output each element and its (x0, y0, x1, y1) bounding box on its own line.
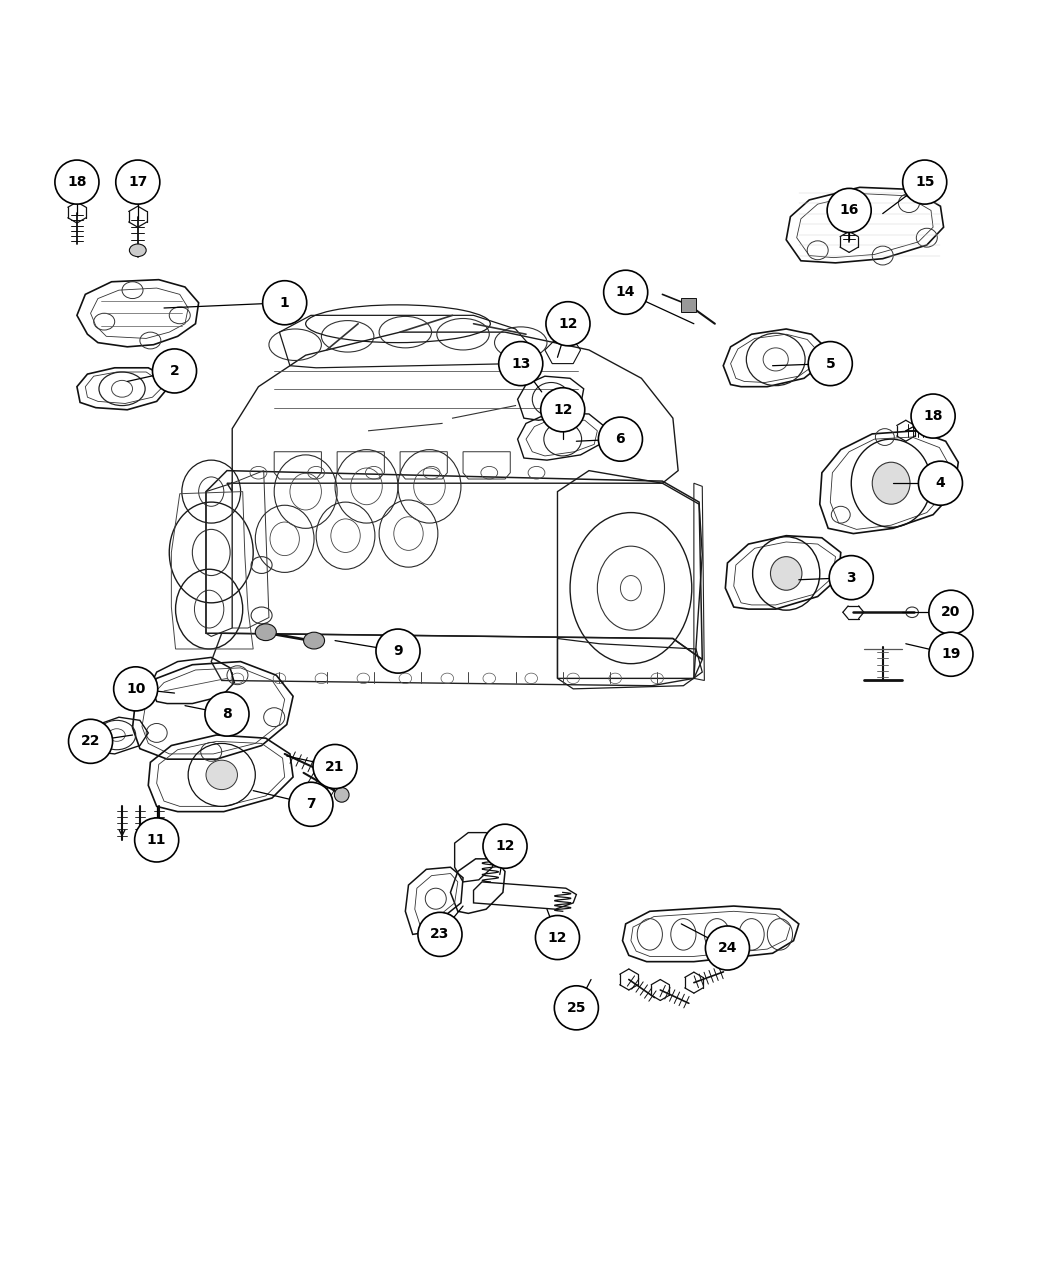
Text: 3: 3 (847, 571, 856, 585)
Text: 9: 9 (393, 644, 403, 658)
Text: 20: 20 (942, 605, 960, 619)
Text: 15: 15 (915, 175, 934, 189)
Text: 18: 18 (67, 175, 86, 189)
Text: 1: 1 (280, 296, 289, 310)
Circle shape (418, 912, 462, 956)
Circle shape (499, 341, 543, 386)
Circle shape (153, 349, 197, 393)
Bar (682, 298, 696, 312)
Text: 21: 21 (325, 760, 345, 774)
Circle shape (535, 916, 580, 959)
Circle shape (483, 824, 527, 868)
Text: 19: 19 (942, 647, 960, 661)
Text: 25: 25 (567, 1001, 586, 1015)
Ellipse shape (318, 765, 332, 780)
Circle shape (313, 744, 357, 788)
Circle shape (808, 341, 852, 386)
Circle shape (827, 189, 871, 232)
Circle shape (918, 461, 963, 506)
Text: 18: 18 (924, 409, 943, 423)
Circle shape (114, 667, 158, 711)
Circle shape (929, 632, 973, 677)
Ellipse shape (206, 760, 238, 789)
Circle shape (829, 555, 873, 600)
Text: 2: 2 (169, 364, 180, 378)
Text: 10: 10 (126, 682, 145, 696)
Text: 8: 8 (222, 707, 231, 722)
Text: 12: 12 (548, 931, 567, 945)
Text: 17: 17 (128, 175, 147, 189)
Circle shape (376, 630, 420, 673)
Circle shape (546, 301, 590, 346)
Circle shape (135, 817, 179, 862)
Circle shape (929, 590, 973, 635)
Circle shape (289, 783, 332, 826)
Ellipse shape (304, 632, 325, 649)
Circle shape (541, 388, 585, 432)
Circle shape (599, 418, 643, 461)
Text: 13: 13 (511, 356, 530, 370)
Ellipse shape (872, 462, 910, 504)
Ellipse shape (770, 557, 802, 590)
Circle shape (604, 271, 648, 314)
Circle shape (903, 160, 947, 204)
Text: 23: 23 (430, 927, 449, 941)
Text: 24: 24 (717, 941, 737, 955)
Text: 6: 6 (615, 432, 625, 446)
Text: 16: 16 (839, 203, 858, 217)
Text: 12: 12 (495, 839, 514, 853)
Circle shape (55, 160, 99, 204)
Ellipse shape (129, 244, 146, 257)
Circle shape (911, 395, 955, 438)
Text: 11: 11 (147, 833, 166, 847)
Text: 14: 14 (615, 285, 635, 299)
Circle shape (263, 281, 307, 324)
Circle shape (68, 719, 113, 764)
Circle shape (116, 160, 160, 204)
Text: 7: 7 (306, 797, 316, 811)
Text: 5: 5 (826, 356, 835, 370)
Text: 22: 22 (81, 734, 100, 748)
Circle shape (554, 986, 599, 1029)
Circle shape (205, 692, 249, 736)
Text: 12: 12 (559, 317, 578, 331)
Text: 12: 12 (553, 402, 572, 416)
Text: 4: 4 (935, 476, 946, 490)
Ellipse shape (335, 788, 349, 802)
Ellipse shape (256, 623, 277, 641)
Circle shape (706, 926, 749, 971)
